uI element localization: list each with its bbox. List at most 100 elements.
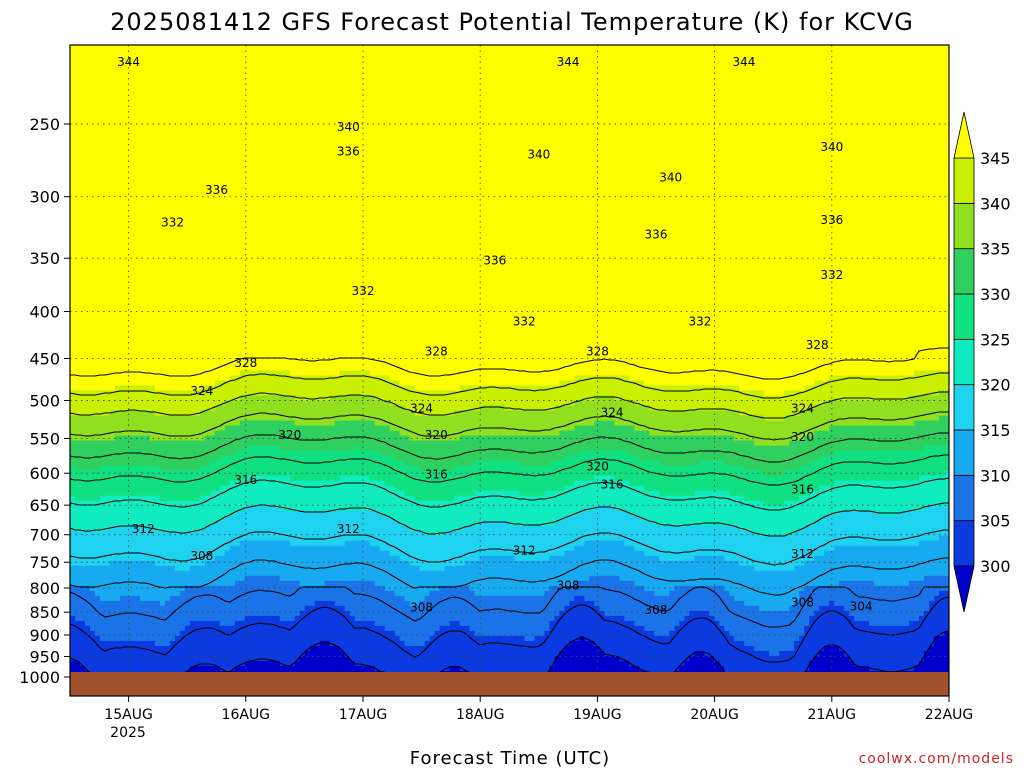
color-cell <box>174 345 181 352</box>
color-cell <box>199 395 206 402</box>
color-cell <box>109 415 116 422</box>
color-cell <box>74 505 81 512</box>
color-cell <box>134 45 141 51</box>
color-cell <box>219 160 226 166</box>
color-cell <box>119 570 126 577</box>
color-cell <box>174 505 181 512</box>
color-cell <box>234 500 241 507</box>
color-cell <box>99 130 106 136</box>
color-cell <box>169 600 176 607</box>
color-cell <box>259 165 266 171</box>
color-cell <box>94 635 101 642</box>
color-cell <box>129 635 136 642</box>
color-cell <box>94 375 101 382</box>
color-cell <box>139 485 146 492</box>
color-cell <box>89 135 96 141</box>
color-cell <box>189 285 196 291</box>
color-cell <box>74 360 81 367</box>
color-cell <box>164 170 171 176</box>
color-cell <box>204 325 211 332</box>
color-cell <box>169 235 176 241</box>
color-cell <box>204 160 211 166</box>
color-cell <box>94 365 101 372</box>
color-cell <box>209 655 216 662</box>
color-cell <box>114 570 121 577</box>
color-cell <box>209 430 216 437</box>
color-cell <box>254 165 261 171</box>
color-cell <box>129 240 136 246</box>
color-cell <box>119 55 126 61</box>
color-cell <box>214 100 221 106</box>
color-cell <box>149 135 156 141</box>
color-cell <box>194 425 201 432</box>
color-cell <box>224 285 231 291</box>
color-cell <box>189 635 196 642</box>
color-cell <box>154 335 161 342</box>
color-cell <box>239 255 246 261</box>
color-cell <box>114 190 121 196</box>
color-cell <box>209 440 216 447</box>
color-cell <box>229 300 236 306</box>
color-cell <box>174 275 181 281</box>
color-cell <box>189 655 196 662</box>
color-cell <box>184 625 191 632</box>
color-cell <box>114 625 121 632</box>
color-cell <box>164 115 171 121</box>
color-cell <box>224 375 231 382</box>
color-cell <box>174 570 181 577</box>
color-cell <box>169 300 176 306</box>
color-cell <box>249 45 256 51</box>
color-cell <box>129 430 136 437</box>
color-cell <box>209 400 216 407</box>
color-cell <box>144 550 151 557</box>
color-cell <box>184 515 191 522</box>
color-cell <box>154 270 161 276</box>
color-cell <box>214 565 221 572</box>
color-cell <box>259 45 266 51</box>
color-cell <box>179 190 186 196</box>
color-cell <box>119 460 126 467</box>
color-cell <box>79 270 86 276</box>
color-cell <box>114 585 121 592</box>
color-cell <box>109 525 116 532</box>
color-cell <box>244 460 251 467</box>
color-cell <box>164 135 171 141</box>
color-cell <box>114 340 121 347</box>
color-cell <box>209 325 216 332</box>
color-cell <box>74 225 81 231</box>
color-cell <box>154 455 161 462</box>
color-cell <box>89 660 96 667</box>
color-cell <box>70 205 76 211</box>
color-cell <box>129 300 136 306</box>
color-cell <box>179 275 186 281</box>
color-cell <box>109 640 116 647</box>
color-cell <box>149 70 156 76</box>
color-cell <box>139 580 146 587</box>
color-cell <box>109 665 116 672</box>
color-cell <box>199 465 206 472</box>
color-cell <box>214 300 221 306</box>
color-cell <box>199 155 206 161</box>
color-cell <box>234 645 241 652</box>
color-cell <box>129 80 136 86</box>
color-cell <box>134 660 141 667</box>
color-cell <box>139 125 146 131</box>
color-cell <box>144 605 151 612</box>
color-cell <box>70 65 76 71</box>
color-cell <box>104 480 111 487</box>
color-cell <box>254 370 261 377</box>
color-cell <box>249 535 256 542</box>
color-cell <box>84 415 91 422</box>
color-cell <box>70 465 76 472</box>
color-cell <box>204 80 211 86</box>
color-cell <box>204 295 211 301</box>
color-cell <box>139 145 146 151</box>
color-cell <box>139 230 146 236</box>
color-cell <box>214 210 221 216</box>
color-cell <box>79 605 86 612</box>
color-cell <box>189 490 196 497</box>
color-cell <box>79 285 86 291</box>
color-cell <box>204 385 211 392</box>
color-cell <box>124 340 131 347</box>
color-cell <box>219 200 226 206</box>
